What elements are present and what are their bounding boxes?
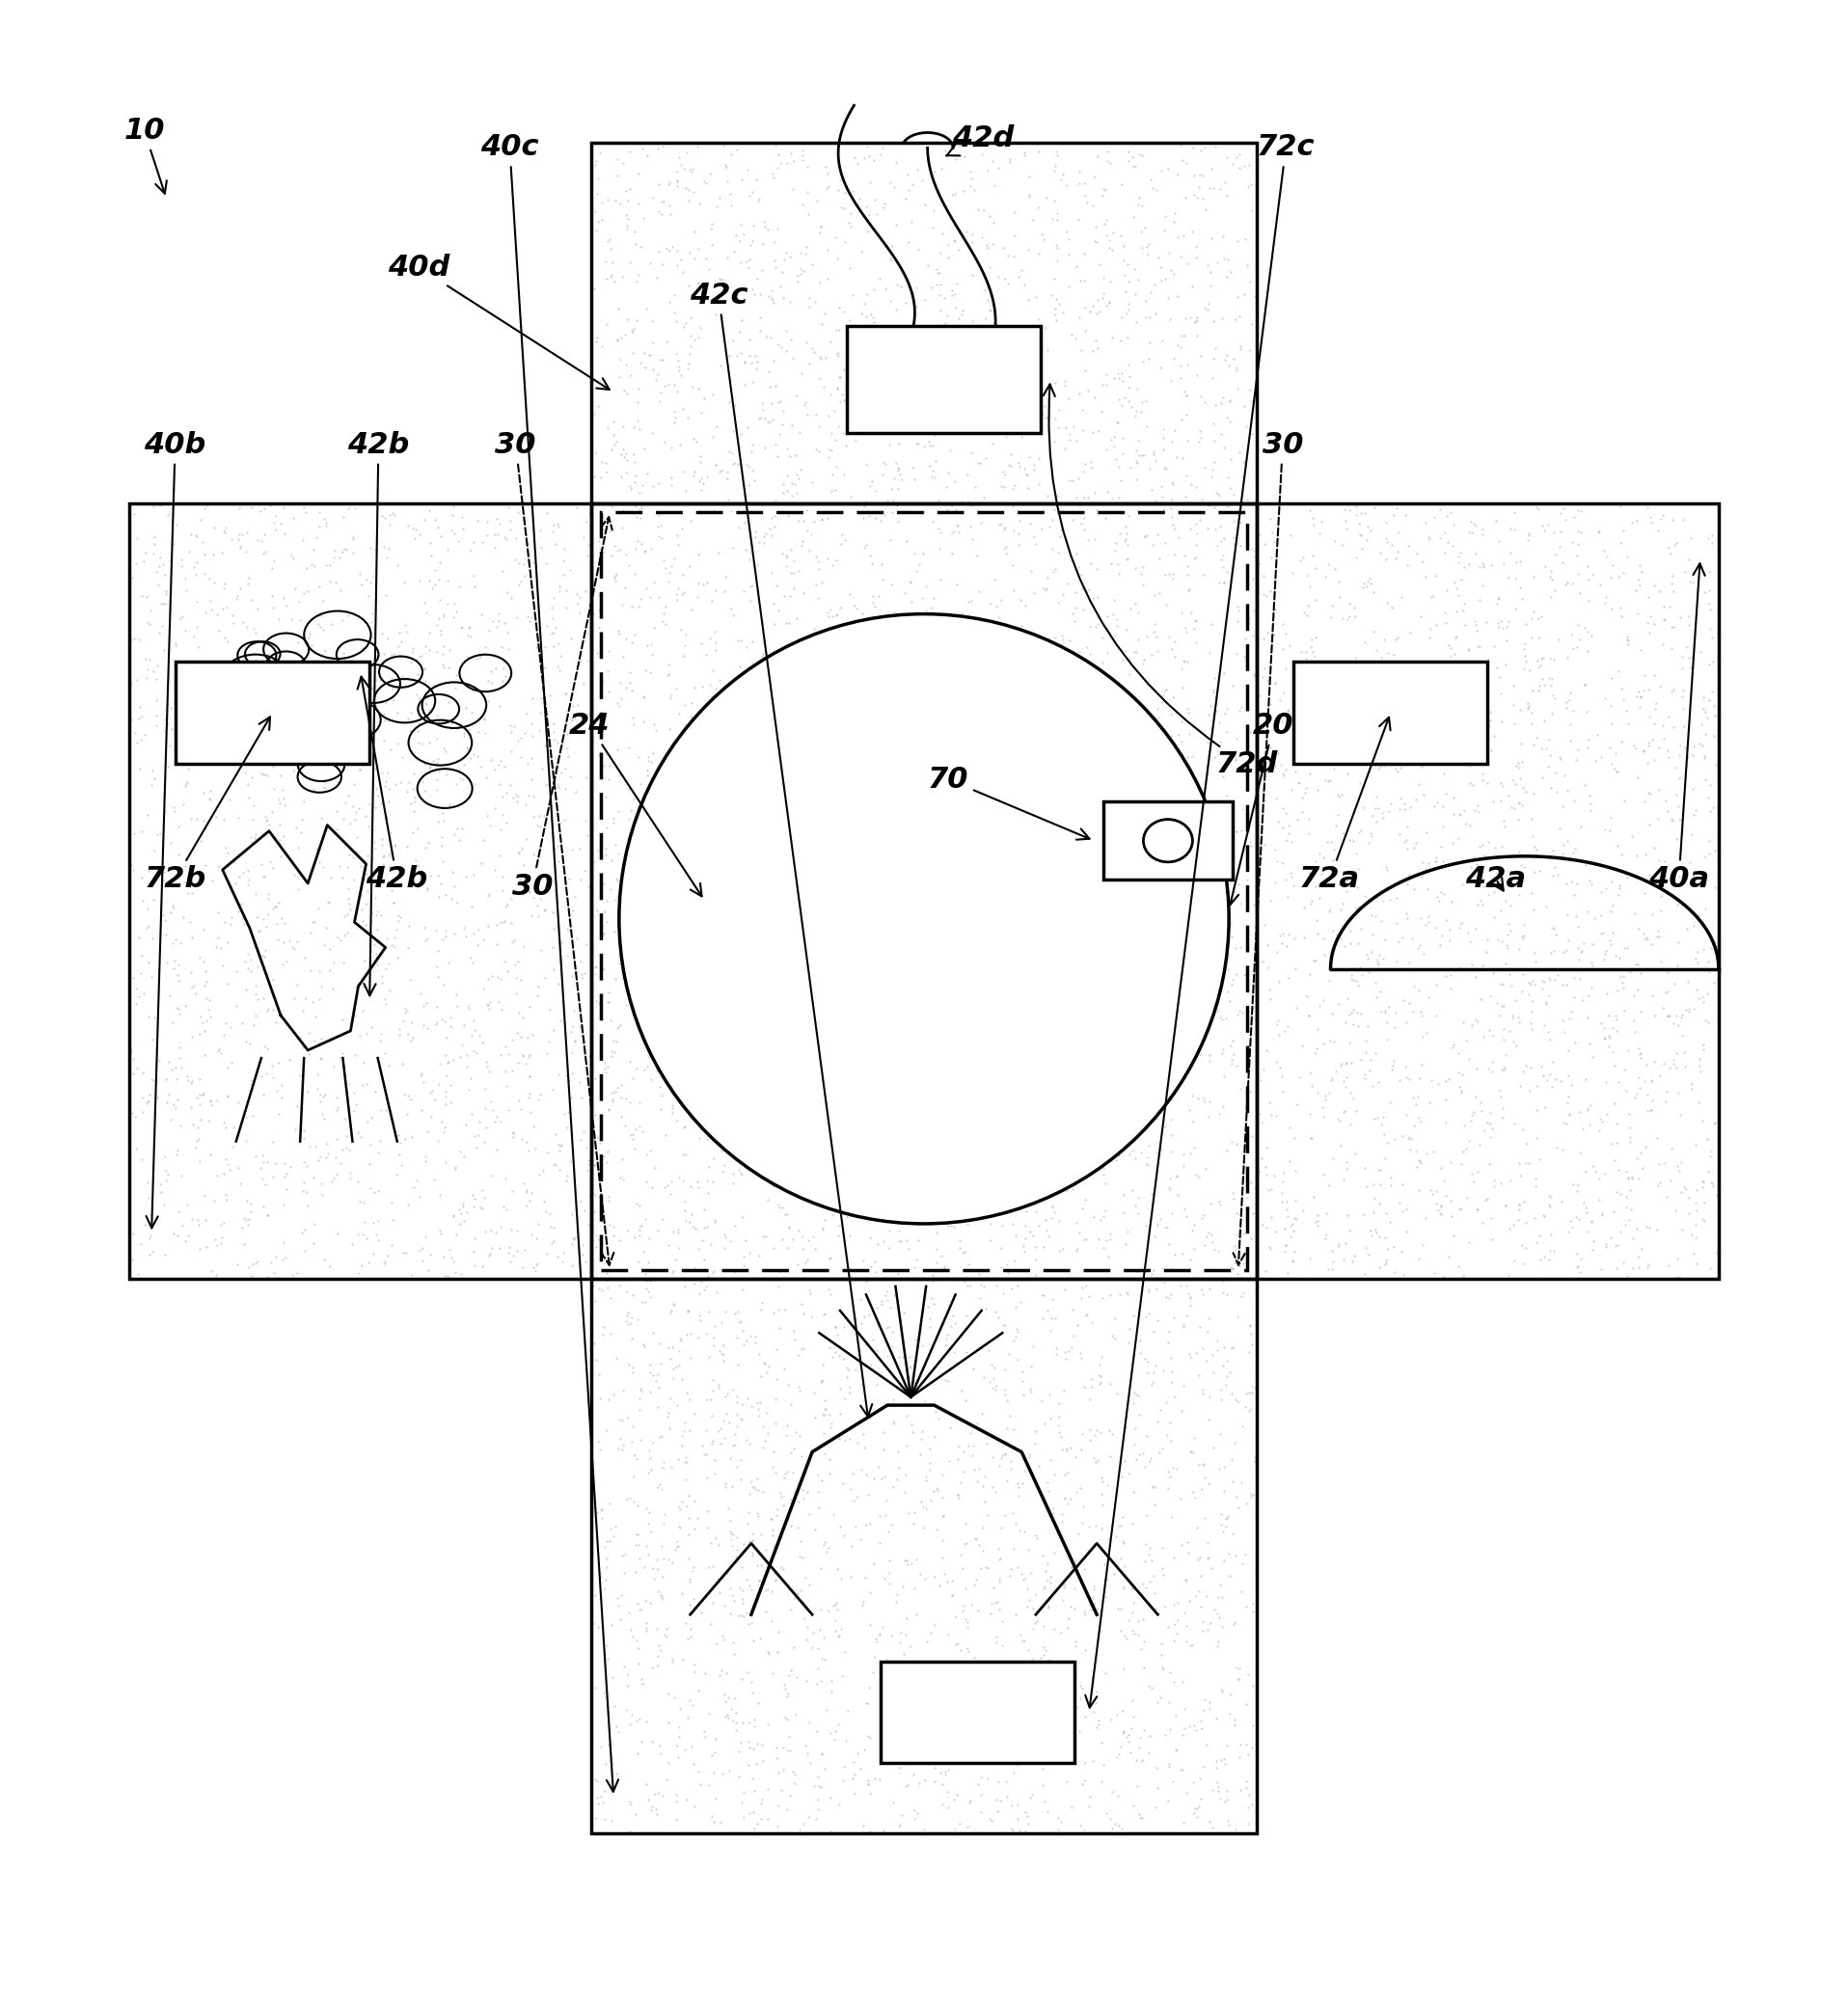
- Text: 72a: 72a: [1299, 717, 1390, 894]
- Text: 70: 70: [928, 766, 1090, 840]
- Text: 42a: 42a: [1465, 866, 1526, 894]
- Text: 72b: 72b: [144, 717, 270, 894]
- Text: 30: 30: [495, 431, 614, 1265]
- Text: 20: 20: [1227, 711, 1294, 906]
- Bar: [1103, 802, 1233, 880]
- Text: 72d: 72d: [1044, 385, 1279, 780]
- Text: 42c: 42c: [689, 281, 872, 1417]
- Bar: [1294, 661, 1488, 764]
- Text: 42b: 42b: [347, 431, 410, 996]
- Text: 30: 30: [1233, 431, 1303, 1265]
- Bar: [176, 661, 370, 764]
- Text: 10: 10: [124, 116, 166, 194]
- Text: 40a: 40a: [1648, 563, 1709, 894]
- Text: 42b: 42b: [357, 677, 429, 894]
- Text: 24: 24: [569, 711, 702, 896]
- Bar: [880, 1661, 1074, 1764]
- Text: 40c: 40c: [480, 134, 619, 1792]
- Text: 30: 30: [512, 517, 612, 900]
- Text: 72c: 72c: [1085, 134, 1316, 1707]
- Text: 40d: 40d: [388, 255, 610, 389]
- Bar: [846, 327, 1040, 433]
- Circle shape: [619, 613, 1229, 1224]
- Text: 40b: 40b: [144, 431, 207, 1228]
- Text: 42d: 42d: [946, 124, 1015, 156]
